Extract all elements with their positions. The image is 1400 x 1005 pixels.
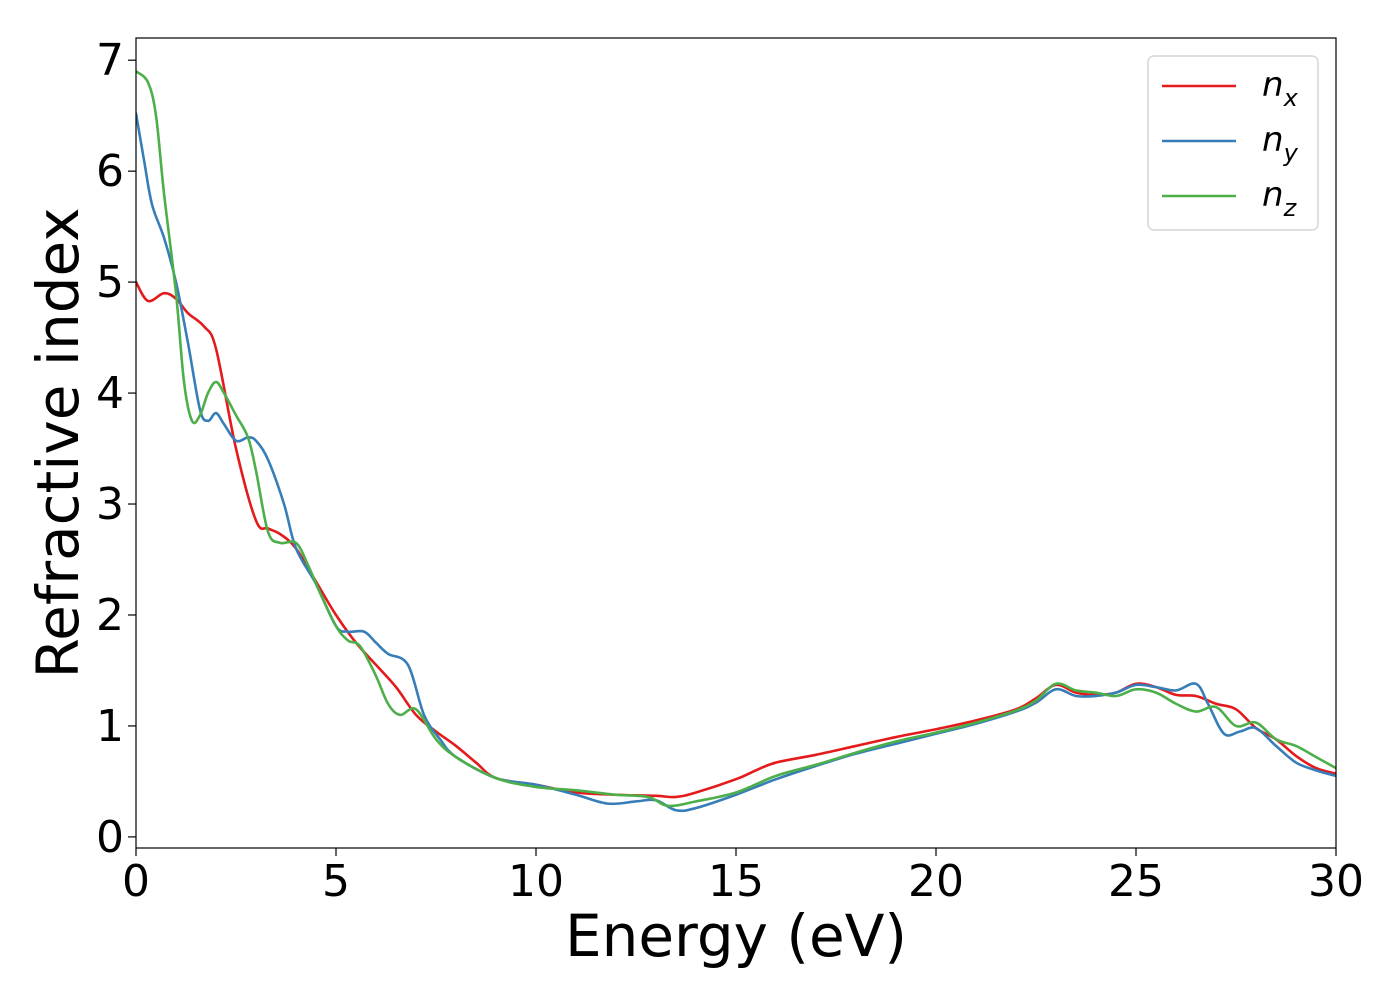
x-tick-label: 5 bbox=[322, 856, 350, 907]
x-tick-label: 30 bbox=[1308, 856, 1364, 907]
x-tick-label: 20 bbox=[908, 856, 964, 907]
y-tick-label: 5 bbox=[96, 257, 124, 308]
y-tick-label: 3 bbox=[96, 479, 124, 530]
y-tick-label: 6 bbox=[96, 146, 124, 197]
y-tick-label: 2 bbox=[96, 590, 124, 641]
x-tick-label: 25 bbox=[1108, 856, 1164, 907]
legend-box bbox=[1147, 55, 1319, 231]
y-tick-label: 7 bbox=[96, 35, 124, 86]
legend-label-z: nz bbox=[1262, 175, 1298, 222]
y-tick-label: 4 bbox=[96, 368, 124, 419]
y-tick-label: 0 bbox=[96, 812, 124, 863]
x-axis-title: Energy (eV) bbox=[565, 902, 907, 970]
x-tick-label: 10 bbox=[508, 856, 564, 907]
y-axis-title: Refractive index bbox=[24, 207, 92, 678]
legend: nx ny nz bbox=[1147, 55, 1319, 231]
series-line-z bbox=[136, 69, 1336, 808]
legend-label-x: nx bbox=[1262, 65, 1299, 112]
x-tick-label: 0 bbox=[122, 856, 150, 907]
y-tick-label: 1 bbox=[96, 701, 124, 752]
ticks-layer: 0 5 10 15 20 25 30 0 1 2 3 4 5 6 7 bbox=[96, 35, 1364, 907]
legend-label-y: ny bbox=[1262, 120, 1299, 167]
series-line-y bbox=[136, 112, 1336, 813]
series-layer bbox=[136, 69, 1336, 813]
x-tick-label: 15 bbox=[708, 856, 764, 907]
